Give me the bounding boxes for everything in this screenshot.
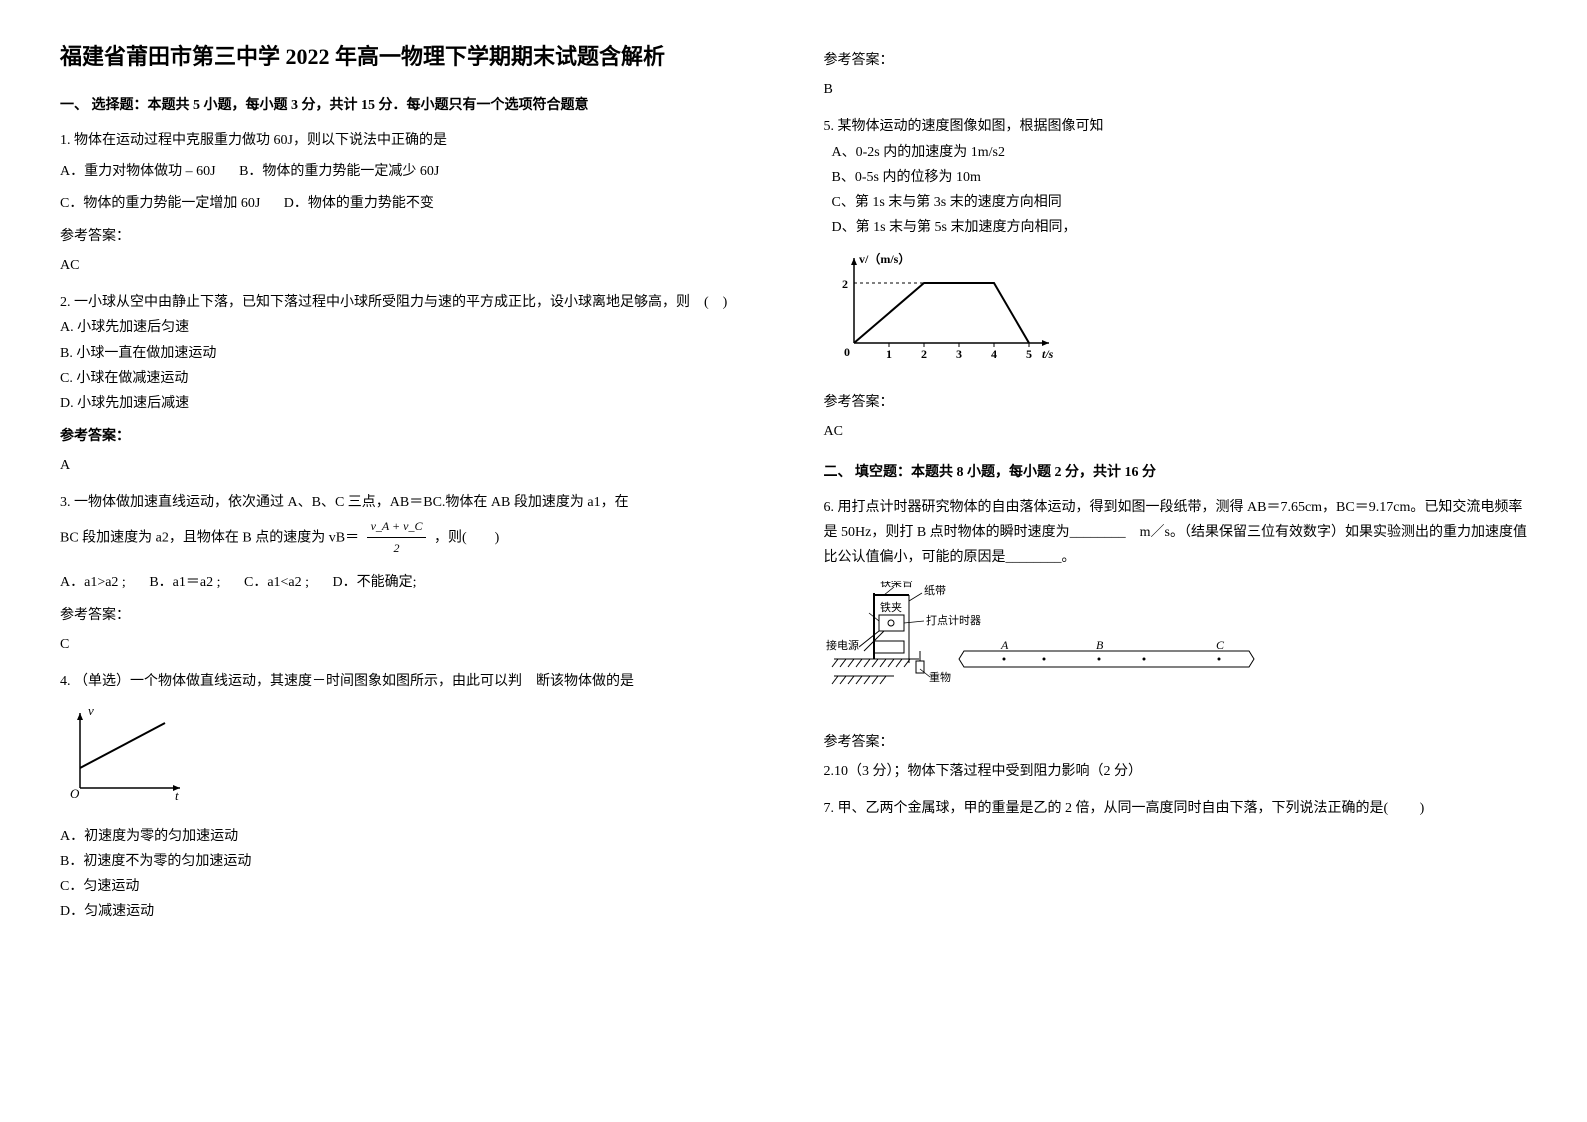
q3-fraction: v_A + v_C 2 [367, 516, 427, 560]
q5-answer: AC [824, 419, 1528, 444]
q5-optC: C、第 1s 末与第 3s 末的速度方向相同 [832, 190, 1528, 215]
q5-tick5: 5 [1026, 347, 1032, 361]
q3-optC: C．a1<a2 ; [244, 575, 309, 590]
q5-xlabel: t/s [1042, 347, 1054, 361]
q5-origin: 0 [844, 345, 850, 359]
q5-stem: 5. 某物体运动的速度图像如图，根据图像可知 [824, 114, 1528, 139]
q3-answer: C [60, 632, 764, 657]
q5-graph: 0 2 v/（m/s） t/s 1 2 3 4 5 [824, 248, 1528, 377]
q5-tick1: 1 [886, 347, 892, 361]
question-3: 3. 一物体做加速直线运动，依次通过 A、B、C 三点，AB＝BC.物体在 AB… [60, 490, 764, 657]
section1-header: 一、 选择题：本题共 5 小题，每小题 3 分，共计 15 分．每小题只有一个选… [60, 93, 764, 118]
q6-tietai: 铁架台 [880, 581, 913, 589]
q3-optA: A．a1>a2 ; [60, 575, 126, 590]
q1-optC: C．物体的重力势能一定增加 60J [60, 196, 260, 211]
q2-answer: A [60, 453, 764, 478]
q6-diagram: A B C 铁架台 纸带 铁夹 打点计时器 接电源 重物 [824, 581, 1528, 700]
q6-labelB: B [1096, 638, 1104, 652]
q1-optD: D．物体的重力势能不变 [284, 196, 434, 211]
q6-zhidai: 纸带 [924, 584, 946, 597]
question-1: 1. 物体在运动过程中克服重力做功 60J，则以下说法中正确的是 A．重力对物体… [60, 128, 764, 278]
q4-optA: A．初速度为零的匀加速运动 [60, 824, 764, 849]
q3-frac-num: v_A + v_C [367, 516, 427, 539]
q5-optA: A、0-2s 内的加速度为 1m/s2 [832, 140, 1528, 165]
q1-answer: AC [60, 253, 764, 278]
q4-graph: O v t [60, 703, 764, 812]
q5-optD: D、第 1s 末与第 5s 末加速度方向相同， [832, 215, 1528, 240]
q2-optD: D. 小球先加速后减速 [60, 391, 764, 416]
q3-stem-b: BC 段加速度为 a2，且物体在 B 点的速度为 vB＝ [60, 530, 359, 545]
q3-optB: B．a1＝a2 ; [149, 575, 220, 590]
question-4: 4. （单选）一个物体做直线运动，其速度－时间图象如图所示，由此可以判 断该物体… [60, 669, 764, 924]
q2-optB: B. 小球一直在做加速运动 [60, 341, 764, 366]
section2-header: 二、 填空题：本题共 8 小题，每小题 2 分，共计 16 分 [824, 460, 1528, 485]
q4-answer: B [824, 77, 1528, 102]
q4-answer-label: 参考答案： [824, 48, 1528, 73]
q5-answer-label: 参考答案： [824, 390, 1528, 415]
question-2: 2. 一小球从空中由静止下落，已知下落过程中小球所受阻力与速的平方成正比，设小球… [60, 290, 764, 478]
q6-apparatus: A B C 铁架台 纸带 铁夹 打点计时器 接电源 重物 [824, 581, 1264, 691]
q4-ylabel: v [88, 703, 94, 718]
q6-answer-label: 参考答案： [824, 730, 1528, 755]
q4-optC: C．匀速运动 [60, 874, 764, 899]
q6-zhongwu: 重物 [929, 670, 951, 684]
q3-stem-c: ，则( ) [434, 530, 499, 545]
q1-optA: A．重力对物体做功 – 60J [60, 164, 216, 179]
exam-title: 福建省莆田市第三中学 2022 年高一物理下学期期末试题含解析 [60, 40, 764, 73]
q3-answer-label: 参考答案： [60, 603, 764, 628]
q6-stem: 6. 用打点计时器研究物体的自由落体运动，得到如图一段纸带，测得 AB＝7.65… [824, 495, 1528, 571]
q3-stem-a: 3. 一物体做加速直线运动，依次通过 A、B、C 三点，AB＝BC.物体在 AB… [60, 490, 764, 515]
q6-dianyuan: 接电源 [826, 638, 859, 652]
q6-labelC: C [1216, 638, 1225, 652]
question-6: 6. 用打点计时器研究物体的自由落体运动，得到如图一段纸带，测得 AB＝7.65… [824, 495, 1528, 784]
q4-optB: B．初速度不为零的匀加速运动 [60, 849, 764, 874]
q2-stem: 2. 一小球从空中由静止下落，已知下落过程中小球所受阻力与速的平方成正比，设小球… [60, 290, 764, 315]
q5-tick4: 4 [991, 347, 997, 361]
q6-labelA: A [1000, 638, 1009, 652]
q4-xlabel: t [175, 788, 179, 803]
q3-frac-den: 2 [367, 538, 427, 560]
q4-optD: D．匀减速运动 [60, 899, 764, 924]
q5-tick3: 3 [956, 347, 962, 361]
q2-answer-label: 参考答案： [60, 424, 764, 449]
q5-tick2: 2 [921, 347, 927, 361]
q4-vt-graph: O v t [60, 703, 190, 803]
q1-stem: 1. 物体在运动过程中克服重力做功 60J，则以下说法中正确的是 [60, 128, 764, 153]
q3-optD: D．不能确定; [333, 575, 417, 590]
q5-optB: B、0-5s 内的位移为 10m [832, 165, 1528, 190]
q2-optC: C. 小球在做减速运动 [60, 366, 764, 391]
question-5: 5. 某物体运动的速度图像如图，根据图像可知 A、0-2s 内的加速度为 1m/… [824, 114, 1528, 444]
q6-tiejia: 铁夹 [880, 601, 902, 614]
q5-ylabel: v/（m/s） [859, 251, 910, 266]
q1-optB: B．物体的重力势能一定减少 60J [239, 164, 439, 179]
q7-stem: 7. 甲、乙两个金属球，甲的重量是乙的 2 倍，从同一高度同时自由下落，下列说法… [824, 796, 1528, 821]
q5-ymax: 2 [842, 277, 848, 291]
q4-origin: O [70, 786, 80, 801]
q6-jishiqi: 打点计时器 [926, 613, 981, 627]
q1-answer-label: 参考答案： [60, 224, 764, 249]
q6-answer: 2.10（3 分）；物体下落过程中受到阻力影响（2 分） [824, 759, 1528, 784]
question-7: 7. 甲、乙两个金属球，甲的重量是乙的 2 倍，从同一高度同时自由下落，下列说法… [824, 796, 1528, 821]
q5-velocity-graph: 0 2 v/（m/s） t/s 1 2 3 4 5 [824, 248, 1064, 368]
q2-optA: A. 小球先加速后匀速 [60, 315, 764, 340]
q4-stem: 4. （单选）一个物体做直线运动，其速度－时间图象如图所示，由此可以判 断该物体… [60, 669, 764, 694]
